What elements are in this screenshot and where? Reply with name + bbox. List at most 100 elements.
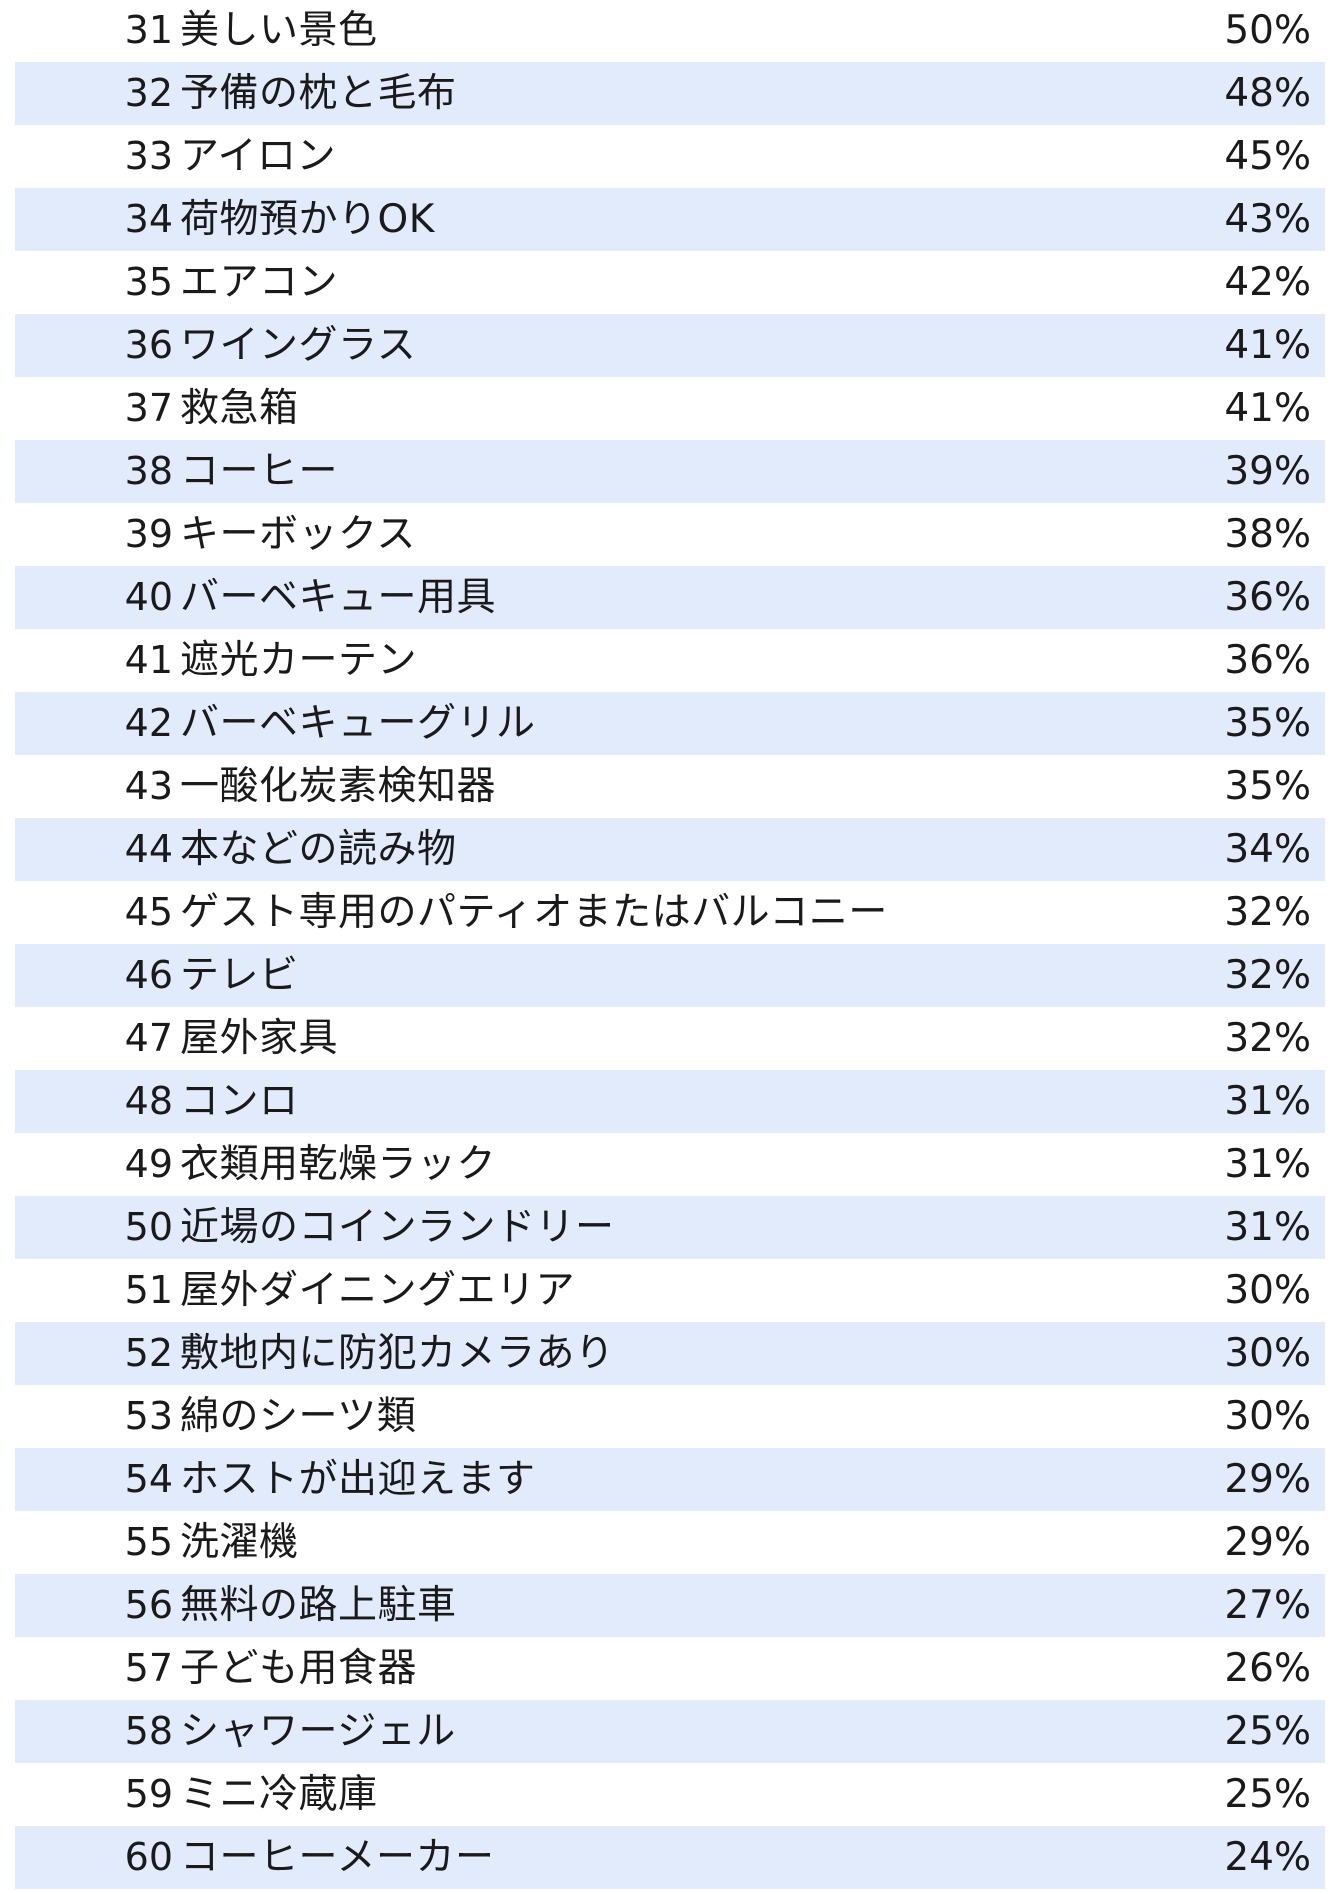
amenity-label: 美しい景色 xyxy=(180,8,378,53)
amenity-label: ホストが出迎えます xyxy=(180,1457,536,1502)
percentage-value: 48% xyxy=(1224,71,1311,116)
table-row: 33 アイロン 45% xyxy=(15,125,1325,188)
amenity-label: コーヒー xyxy=(180,449,339,494)
rank-number: 59 xyxy=(124,1772,173,1816)
table-row: 34 荷物預かりOK 43% xyxy=(15,188,1325,251)
amenity-label: 予備の枕と毛布 xyxy=(180,71,457,116)
percentage-value: 41% xyxy=(1224,323,1311,368)
table-row: 45 ゲスト専用のパティオまたはバルコニー 32% xyxy=(15,881,1325,944)
table-row: 56 無料の路上駐車 27% xyxy=(15,1574,1325,1637)
amenity-ranking-table: 31 美しい景色 50% 32 予備の枕と毛布 48% 33 アイロン 45% 34 荷物預か… xyxy=(15,0,1325,1889)
percentage-value: 36% xyxy=(1224,575,1311,620)
amenity-label: エアコン xyxy=(180,260,339,305)
amenity-label: 屋外ダイニングエリア xyxy=(180,1268,576,1313)
percentage-value: 34% xyxy=(1224,827,1311,872)
table-row: 35 エアコン 42% xyxy=(15,251,1325,314)
rank-number: 44 xyxy=(124,827,173,871)
amenity-label: 綿のシーツ類 xyxy=(180,1394,417,1439)
amenity-label: 遮光カーテン xyxy=(180,638,418,683)
table-row: 38 コーヒー 39% xyxy=(15,440,1325,503)
percentage-value: 39% xyxy=(1224,449,1311,494)
table-row: 51 屋外ダイニングエリア 30% xyxy=(15,1259,1325,1322)
amenity-label: コンロ xyxy=(180,1079,299,1124)
amenity-label: ゲスト専用のパティオまたはバルコニー xyxy=(180,890,888,935)
percentage-value: 35% xyxy=(1224,701,1311,746)
percentage-value: 32% xyxy=(1224,890,1311,935)
percentage-value: 31% xyxy=(1224,1142,1311,1187)
rank-number: 32 xyxy=(124,71,173,115)
amenity-label: 本などの読み物 xyxy=(180,827,457,872)
amenity-label: シャワージェル xyxy=(180,1709,456,1754)
rank-number: 34 xyxy=(124,197,173,241)
rank-number: 52 xyxy=(124,1331,173,1375)
amenity-label: テレビ xyxy=(180,953,299,998)
percentage-value: 32% xyxy=(1224,953,1311,998)
table-row: 44 本などの読み物 34% xyxy=(15,818,1325,881)
percentage-value: 25% xyxy=(1224,1772,1311,1817)
table-row: 48 コンロ 31% xyxy=(15,1070,1325,1133)
amenity-label: アイロン xyxy=(180,134,337,179)
table-row: 49 衣類用乾燥ラック 31% xyxy=(15,1133,1325,1196)
table-row: 52 敷地内に防犯カメラあり 30% xyxy=(15,1322,1325,1385)
amenity-label: 無料の路上駐車 xyxy=(180,1583,457,1628)
rank-number: 50 xyxy=(124,1205,173,1249)
amenity-label: バーベキュー用具 xyxy=(180,575,497,620)
percentage-value: 25% xyxy=(1224,1709,1311,1754)
amenity-label: 子ども用食器 xyxy=(180,1646,418,1691)
percentage-value: 32% xyxy=(1224,1016,1311,1061)
rank-number: 55 xyxy=(124,1520,173,1564)
rank-number: 39 xyxy=(124,512,173,556)
rank-number: 43 xyxy=(124,764,173,808)
table-row: 60 コーヒーメーカー 24% xyxy=(15,1826,1325,1889)
rank-number: 33 xyxy=(124,134,173,178)
table-row: 43 一酸化炭素検知器 35% xyxy=(15,755,1325,818)
table-row: 40 バーベキュー用具 36% xyxy=(15,566,1325,629)
percentage-value: 24% xyxy=(1224,1835,1311,1880)
rank-number: 48 xyxy=(124,1079,173,1123)
rank-number: 36 xyxy=(124,323,173,367)
percentage-value: 50% xyxy=(1224,8,1311,53)
rank-number: 51 xyxy=(124,1268,173,1312)
rank-number: 57 xyxy=(124,1646,173,1690)
rank-number: 42 xyxy=(124,701,173,745)
percentage-value: 38% xyxy=(1224,512,1311,557)
rank-number: 56 xyxy=(124,1583,173,1627)
percentage-value: 42% xyxy=(1224,260,1311,305)
percentage-value: 30% xyxy=(1224,1331,1311,1376)
percentage-value: 26% xyxy=(1224,1646,1311,1691)
amenity-label: ワイングラス xyxy=(180,323,417,368)
table-row: 41 遮光カーテン 36% xyxy=(15,629,1325,692)
rank-number: 38 xyxy=(124,449,173,493)
rank-number: 47 xyxy=(124,1016,173,1060)
percentage-value: 30% xyxy=(1224,1394,1311,1439)
amenity-label: 衣類用乾燥ラック xyxy=(180,1142,497,1187)
table-row: 54 ホストが出迎えます 29% xyxy=(15,1448,1325,1511)
table-row: 59 ミニ冷蔵庫 25% xyxy=(15,1763,1325,1826)
percentage-value: 27% xyxy=(1224,1583,1311,1628)
amenity-label: 近場のコインランドリー xyxy=(180,1205,615,1250)
rank-number: 37 xyxy=(124,386,173,430)
rank-number: 45 xyxy=(124,890,173,934)
rank-number: 49 xyxy=(124,1142,173,1186)
table-row: 55 洗濯機 29% xyxy=(15,1511,1325,1574)
table-row: 58 シャワージェル 25% xyxy=(15,1700,1325,1763)
amenity-label: コーヒーメーカー xyxy=(180,1835,495,1880)
percentage-value: 29% xyxy=(1224,1520,1311,1565)
percentage-value: 35% xyxy=(1224,764,1311,809)
percentage-value: 41% xyxy=(1224,386,1311,431)
table-row: 47 屋外家具 32% xyxy=(15,1007,1325,1070)
table-row: 39 キーボックス 38% xyxy=(15,503,1325,566)
amenity-label: 一酸化炭素検知器 xyxy=(180,764,497,809)
table-row: 37 救急箱 41% xyxy=(15,377,1325,440)
rank-number: 40 xyxy=(124,575,173,619)
percentage-value: 29% xyxy=(1224,1457,1311,1502)
rank-number: 53 xyxy=(124,1394,173,1438)
percentage-value: 36% xyxy=(1224,638,1311,683)
table-row: 32 予備の枕と毛布 48% xyxy=(15,62,1325,125)
table-row: 36 ワイングラス 41% xyxy=(15,314,1325,377)
rank-number: 58 xyxy=(124,1709,173,1753)
rank-number: 46 xyxy=(124,953,173,997)
amenity-label: 屋外家具 xyxy=(180,1016,339,1061)
table-row: 42 バーベキューグリル 35% xyxy=(15,692,1325,755)
amenity-label: ミニ冷蔵庫 xyxy=(180,1772,378,1817)
